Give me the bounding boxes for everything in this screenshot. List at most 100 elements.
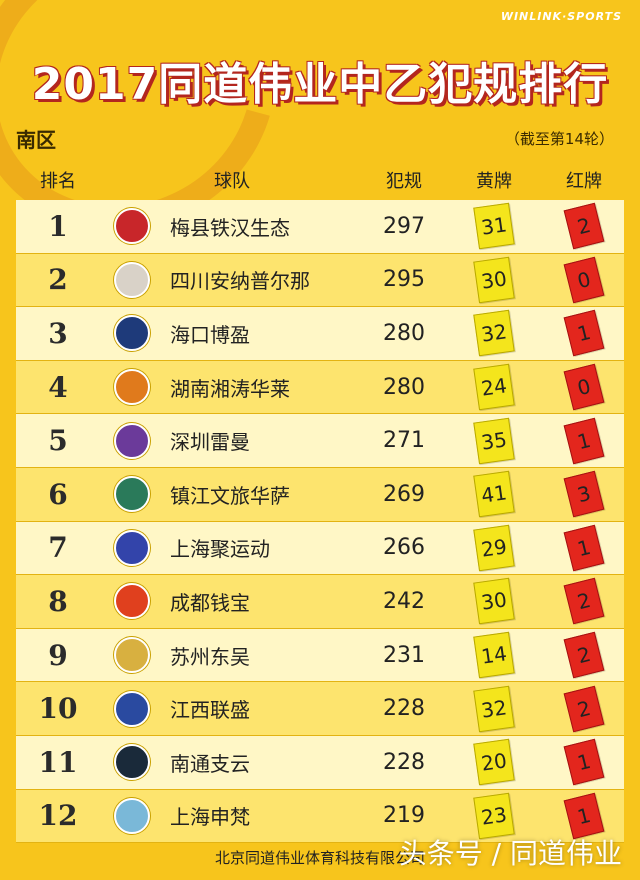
red-cell: 1 bbox=[544, 417, 624, 464]
red-card-icon: 2 bbox=[563, 685, 605, 732]
yellow-cell: 32 bbox=[444, 310, 544, 357]
table-row: 12 上海申梵 219 23 1 bbox=[16, 789, 624, 844]
rank-cell: 7 bbox=[48, 531, 68, 565]
rank-cell: 12 bbox=[38, 799, 78, 833]
team-name: 镇江文旅华萨 bbox=[170, 483, 290, 508]
header-fouls: 犯规 bbox=[386, 171, 422, 192]
fouls-cell: 297 bbox=[383, 213, 425, 239]
rank-cell: 4 bbox=[48, 370, 68, 404]
rank-cell: 8 bbox=[48, 584, 68, 618]
team-name: 四川安纳普尔那 bbox=[170, 269, 310, 294]
red-cell: 1 bbox=[544, 310, 624, 357]
footer-company: 北京同道伟业体育科技有限公司 bbox=[214, 849, 425, 867]
team-logo-icon bbox=[114, 637, 150, 674]
table-row: 3 海口博盈 280 32 1 bbox=[16, 307, 624, 361]
yellow-cell: 24 bbox=[444, 363, 544, 411]
team-cell: 湖南湘涛华莱 bbox=[100, 369, 364, 406]
yellow-cell: 14 bbox=[444, 631, 544, 679]
fouls-cell: 271 bbox=[383, 428, 425, 454]
team-name: 上海聚运动 bbox=[170, 537, 270, 562]
yellow-card-icon: 24 bbox=[473, 363, 515, 411]
red-cell: 2 bbox=[544, 631, 624, 679]
rank-cell: 11 bbox=[38, 745, 78, 779]
yellow-cell: 30 bbox=[444, 256, 544, 304]
team-name: 深圳雷曼 bbox=[170, 430, 250, 455]
red-card-icon: 1 bbox=[563, 738, 605, 786]
team-logo-icon bbox=[114, 529, 150, 566]
header-rank: 排名 bbox=[40, 171, 76, 192]
team-cell: 苏州东吴 bbox=[100, 637, 364, 674]
ranking-table: 1 梅县铁汉生态 297 31 2 2 四川安纳普尔那 295 30 0 3 海口博盈 280 32 1 4 湖… bbox=[16, 200, 624, 844]
team-cell: 深圳雷曼 bbox=[100, 422, 364, 459]
red-card-icon: 2 bbox=[563, 631, 605, 679]
yellow-card-icon: 14 bbox=[473, 631, 515, 679]
table-row: 7 上海聚运动 266 29 1 bbox=[16, 521, 624, 576]
team-cell: 上海聚运动 bbox=[100, 529, 364, 566]
watermark: 头条号 / 同道伟业 bbox=[398, 837, 622, 870]
team-logo-icon bbox=[114, 315, 150, 352]
table-row: 5 深圳雷曼 271 35 1 bbox=[16, 414, 624, 468]
red-cell: 1 bbox=[544, 738, 624, 786]
red-cell: 1 bbox=[544, 524, 624, 572]
team-logo-icon bbox=[114, 369, 150, 406]
red-cell: 3 bbox=[544, 470, 624, 518]
as-of-label: （截至第14轮） bbox=[504, 130, 614, 148]
team-logo-icon bbox=[114, 476, 150, 513]
red-cell: 1 bbox=[544, 792, 624, 840]
yellow-card-icon: 29 bbox=[473, 524, 515, 572]
team-cell: 上海申梵 bbox=[100, 797, 364, 834]
red-cell: 0 bbox=[544, 256, 624, 304]
yellow-cell: 23 bbox=[444, 792, 544, 840]
red-card-icon: 1 bbox=[563, 524, 605, 572]
team-logo-icon bbox=[114, 208, 150, 245]
team-cell: 镇江文旅华萨 bbox=[100, 476, 364, 513]
yellow-card-icon: 30 bbox=[473, 578, 515, 625]
red-card-icon: 1 bbox=[563, 310, 605, 357]
fouls-cell: 228 bbox=[383, 749, 425, 775]
header-red: 红牌 bbox=[566, 171, 602, 192]
team-logo-icon bbox=[114, 797, 150, 834]
team-name: 江西联盛 bbox=[170, 698, 250, 723]
red-card-icon: 2 bbox=[563, 203, 605, 250]
header-team: 球队 bbox=[214, 171, 250, 192]
table-header: 排名 球队 犯规 黄牌 红牌 bbox=[16, 162, 624, 198]
table-row: 6 镇江文旅华萨 269 41 3 bbox=[16, 467, 624, 522]
red-card-icon: 2 bbox=[563, 578, 605, 625]
yellow-card-icon: 32 bbox=[473, 310, 515, 357]
yellow-card-icon: 35 bbox=[473, 417, 515, 464]
fouls-cell: 295 bbox=[383, 267, 425, 293]
rank-cell: 2 bbox=[48, 263, 68, 297]
team-logo-icon bbox=[114, 583, 150, 620]
fouls-cell: 228 bbox=[383, 696, 425, 722]
table-row: 2 四川安纳普尔那 295 30 0 bbox=[16, 253, 624, 308]
fouls-cell: 266 bbox=[383, 535, 425, 561]
table-row: 1 梅县铁汉生态 297 31 2 bbox=[16, 200, 624, 254]
rank-cell: 10 bbox=[38, 692, 78, 726]
red-cell: 2 bbox=[544, 578, 624, 625]
page-title: 2017同道伟业中乙犯规排行 bbox=[31, 59, 609, 110]
team-logo-icon bbox=[114, 261, 150, 298]
table-row: 4 湖南湘涛华莱 280 24 0 bbox=[16, 360, 624, 415]
header-yellow: 黄牌 bbox=[476, 171, 512, 192]
team-cell: 梅县铁汉生态 bbox=[100, 208, 364, 245]
team-name: 梅县铁汉生态 bbox=[170, 215, 290, 240]
yellow-cell: 20 bbox=[444, 738, 544, 786]
yellow-card-icon: 32 bbox=[473, 685, 515, 732]
yellow-card-icon: 31 bbox=[473, 202, 515, 250]
table-row: 10 江西联盛 228 32 2 bbox=[16, 682, 624, 736]
yellow-cell: 35 bbox=[444, 417, 544, 464]
red-card-icon: 1 bbox=[563, 417, 605, 464]
red-cell: 2 bbox=[544, 203, 624, 250]
team-name: 苏州东吴 bbox=[170, 644, 250, 669]
red-cell: 2 bbox=[544, 685, 624, 732]
yellow-cell: 29 bbox=[444, 524, 544, 572]
yellow-cell: 41 bbox=[444, 470, 544, 518]
red-card-icon: 0 bbox=[563, 256, 605, 304]
team-cell: 南通支云 bbox=[100, 744, 364, 781]
team-logo-icon bbox=[114, 690, 150, 727]
yellow-card-icon: 41 bbox=[473, 470, 515, 518]
red-card-icon: 0 bbox=[563, 363, 605, 411]
yellow-card-icon: 30 bbox=[473, 256, 515, 304]
fouls-cell: 280 bbox=[383, 320, 425, 346]
team-name: 湖南湘涛华莱 bbox=[170, 376, 290, 401]
